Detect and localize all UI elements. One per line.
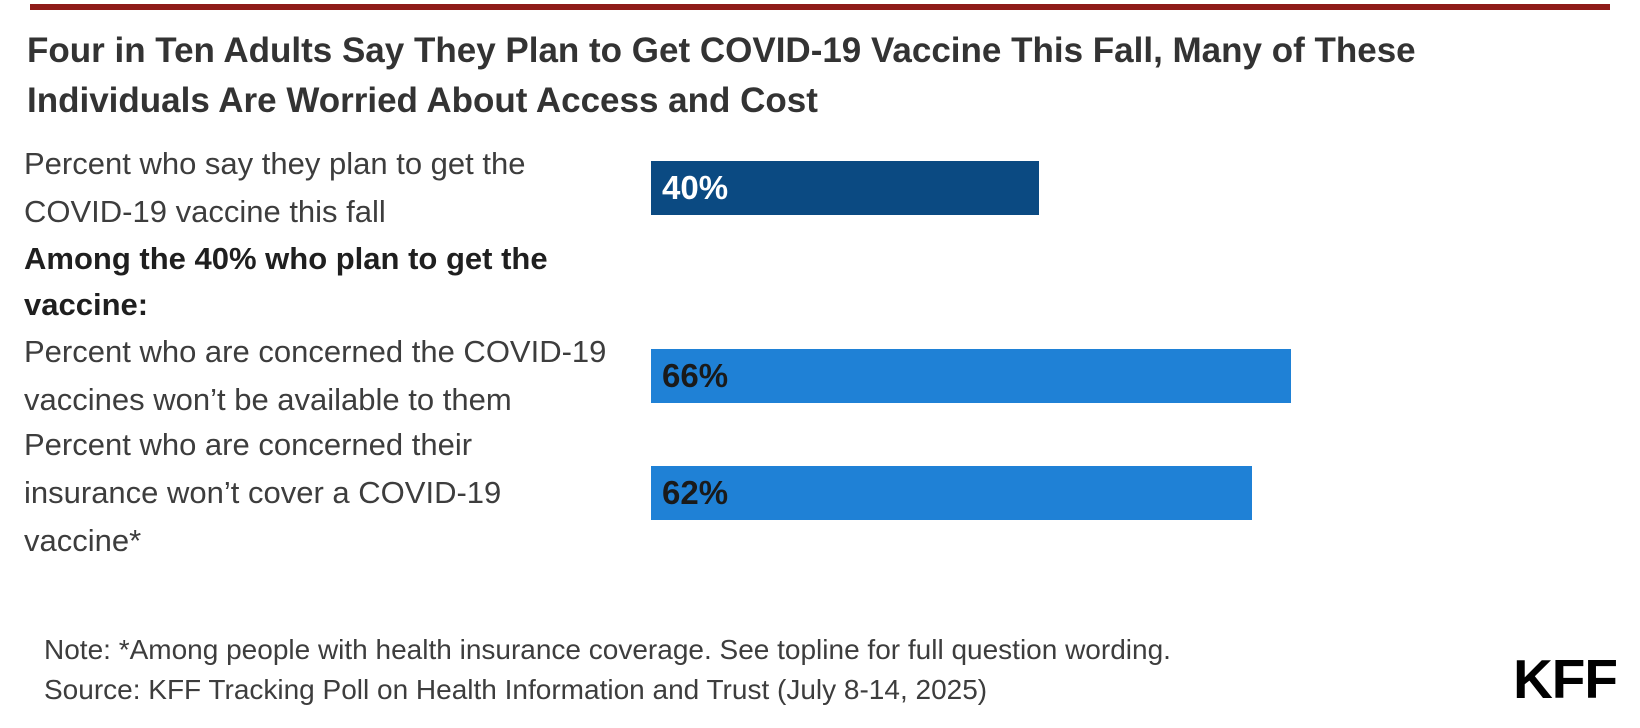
bar-track: 66% [651,349,1620,403]
bar-plan-to-get-vaccine: 40% [651,161,1039,215]
bar-concerned-availability: 66% [651,349,1291,403]
chart-footer: Note: *Among people with health insuranc… [24,630,1620,710]
chart-row-concerned-insurance: Percent who are concerned their insuranc… [24,426,1620,560]
category-label-text: Percent who say they plan to get the COV… [24,146,526,229]
bar-value-label: 62% [662,474,729,511]
note-text: Note: *Among people with health insuranc… [44,634,1171,665]
category-label: Percent who are concerned their insuranc… [24,421,651,565]
chart-title: Four in Ten Adults Say They Plan to Get … [27,31,1416,120]
bar-track: 40% [651,161,1620,215]
chart-row-concerned-availability: Percent who are concerned the COVID-19 v… [24,326,1620,426]
source-text: Source: KFF Tracking Poll on Health Info… [44,674,988,705]
bar-track: 62% [651,466,1620,520]
bar-chart: Percent who say they plan to get the COV… [24,140,1620,560]
category-label: Percent who are concerned the COVID-19 v… [24,328,651,424]
category-label-text: Percent who are concerned their insuranc… [24,427,502,558]
chart-row-plan-to-get-vaccine: Percent who say they plan to get the COV… [24,140,1620,236]
category-label-text: Percent who are concerned the COVID-19 v… [24,334,607,417]
section-header-text: Among the 40% who plan to get the vaccin… [24,241,548,322]
brand-top-rule [30,4,1610,10]
bar-value-label: 66% [662,357,729,394]
section-header: Among the 40% who plan to get the vaccin… [24,236,1620,326]
kff-logo: KFF [1513,648,1618,710]
bar-concerned-insurance: 62% [651,466,1252,520]
chart-container: Four in Ten Adults Say They Plan to Get … [24,31,1620,710]
bar-value-label: 40% [662,169,729,206]
category-label: Percent who say they plan to get the COV… [24,140,651,236]
